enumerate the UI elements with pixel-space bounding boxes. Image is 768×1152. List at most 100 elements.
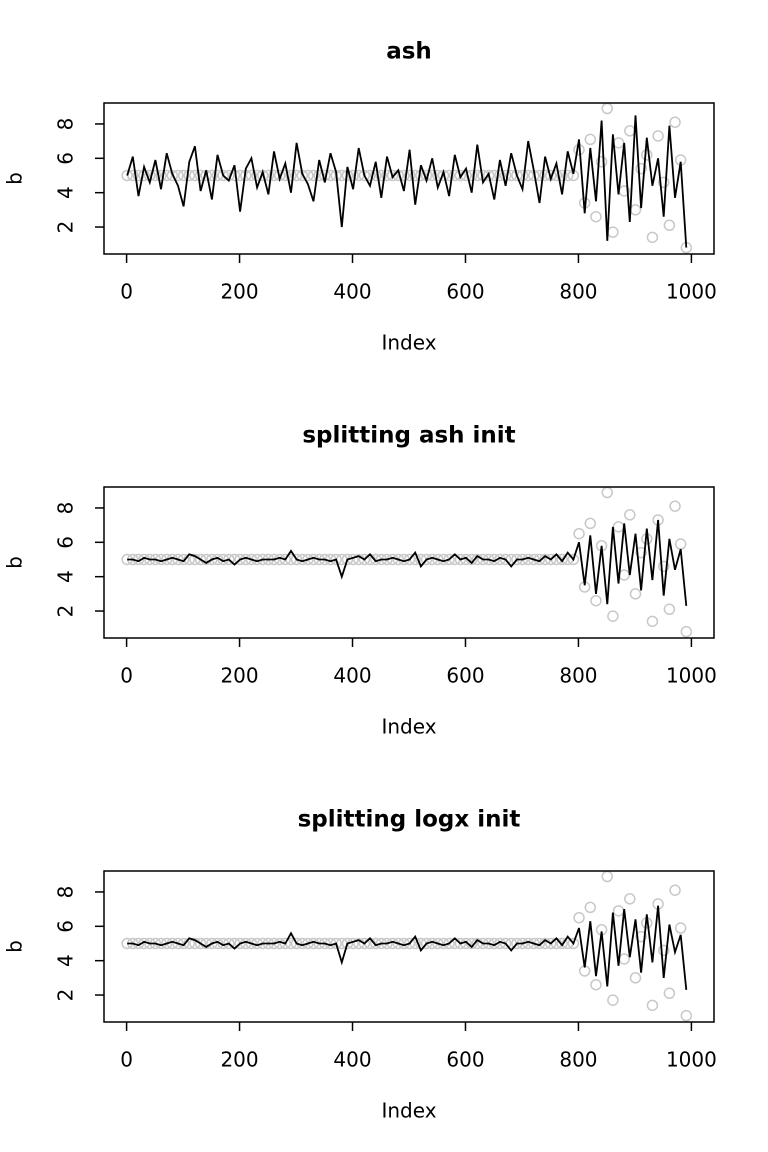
plot-box xyxy=(103,102,715,255)
chart-title: ash xyxy=(386,39,432,65)
data-point xyxy=(607,226,619,238)
data-point xyxy=(556,937,568,950)
data-point xyxy=(629,972,642,984)
y-tick-label: 4 xyxy=(54,954,78,967)
data-point xyxy=(567,937,580,950)
data-point xyxy=(347,169,359,182)
data-point xyxy=(177,169,190,182)
data-line xyxy=(126,115,688,248)
data-point xyxy=(511,169,523,182)
data-point xyxy=(194,553,207,566)
data-point xyxy=(369,169,382,182)
x-tick-label: 200 xyxy=(220,280,258,304)
data-point xyxy=(403,169,416,182)
x-tick-label: 1000 xyxy=(666,664,717,688)
data-point xyxy=(166,169,179,182)
data-point xyxy=(234,553,246,566)
y-tick-label: 6 xyxy=(54,536,78,549)
data-point xyxy=(629,588,642,600)
data-point xyxy=(279,937,292,950)
data-point xyxy=(607,994,619,1006)
y-tick-label: 8 xyxy=(54,886,78,899)
data-point xyxy=(657,560,670,573)
y-tick-label: 4 xyxy=(54,186,78,199)
data-point xyxy=(499,169,512,182)
x-tick-label: 800 xyxy=(559,1048,597,1072)
x-tick-label: 1000 xyxy=(666,280,717,304)
data-point xyxy=(341,553,354,566)
data-point xyxy=(635,162,647,175)
data-point xyxy=(454,937,467,950)
data-point xyxy=(454,553,467,566)
data-point xyxy=(590,978,602,991)
data-point xyxy=(646,615,659,628)
x-tick-label: 400 xyxy=(333,1048,371,1072)
data-point xyxy=(680,1009,693,1022)
data-point xyxy=(646,999,659,1012)
data-point xyxy=(482,169,495,182)
data-point xyxy=(223,553,235,566)
data-point xyxy=(420,937,433,950)
y-tick-label: 4 xyxy=(54,570,78,583)
data-point xyxy=(635,546,647,559)
y-axis-label: b xyxy=(3,172,27,185)
data-point xyxy=(160,937,173,950)
x-tick-label: 400 xyxy=(333,280,371,304)
data-point xyxy=(601,102,613,115)
data-point xyxy=(245,553,258,566)
x-tick-label: 200 xyxy=(220,664,258,688)
data-point xyxy=(669,884,681,896)
y-tick-label: 2 xyxy=(54,605,78,618)
data-point xyxy=(358,169,371,182)
data-point xyxy=(206,937,218,950)
data-point xyxy=(641,149,653,161)
data-point xyxy=(160,169,173,182)
data-point xyxy=(657,944,670,957)
data-point xyxy=(663,603,676,616)
data-point xyxy=(561,169,574,182)
chart-title: splitting ash init xyxy=(302,423,515,449)
data-point xyxy=(601,486,613,499)
data-point xyxy=(392,937,405,950)
data-point xyxy=(194,937,207,950)
x-tick-label: 600 xyxy=(446,280,484,304)
data-point xyxy=(624,893,636,905)
y-tick-label: 8 xyxy=(54,502,78,515)
data-point xyxy=(443,937,455,950)
plot-box xyxy=(103,486,715,639)
data-point xyxy=(629,204,642,216)
data-point xyxy=(499,937,512,950)
data-point xyxy=(392,553,405,566)
y-axis-label: b xyxy=(3,556,27,569)
data-point xyxy=(206,553,218,566)
data-point xyxy=(499,553,512,566)
data-point xyxy=(279,553,292,566)
x-axis-label: Index xyxy=(381,1099,436,1123)
x-axis-label: Index xyxy=(381,331,436,355)
data-point xyxy=(624,509,636,521)
data-point xyxy=(432,553,444,566)
data-point xyxy=(612,521,625,533)
data-point xyxy=(590,594,602,607)
data-point xyxy=(652,130,664,142)
data-point xyxy=(618,569,630,581)
data-point xyxy=(556,553,568,566)
y-tick-label: 8 xyxy=(54,118,78,131)
x-tick-label: 1000 xyxy=(666,1048,717,1072)
data-point xyxy=(245,937,258,950)
data-point xyxy=(646,231,659,244)
x-tick-label: 800 xyxy=(559,280,597,304)
y-tick-label: 2 xyxy=(54,221,78,234)
data-point xyxy=(584,517,597,530)
data-point xyxy=(285,169,297,182)
y-tick-label: 2 xyxy=(54,989,78,1002)
x-tick-label: 0 xyxy=(120,664,133,688)
data-point xyxy=(432,937,444,950)
data-point xyxy=(149,169,162,182)
data-point xyxy=(223,937,235,950)
data-point xyxy=(307,169,320,182)
data-point xyxy=(522,169,534,182)
x-tick-label: 600 xyxy=(446,1048,484,1072)
data-point xyxy=(567,553,580,566)
data-point xyxy=(341,937,354,950)
